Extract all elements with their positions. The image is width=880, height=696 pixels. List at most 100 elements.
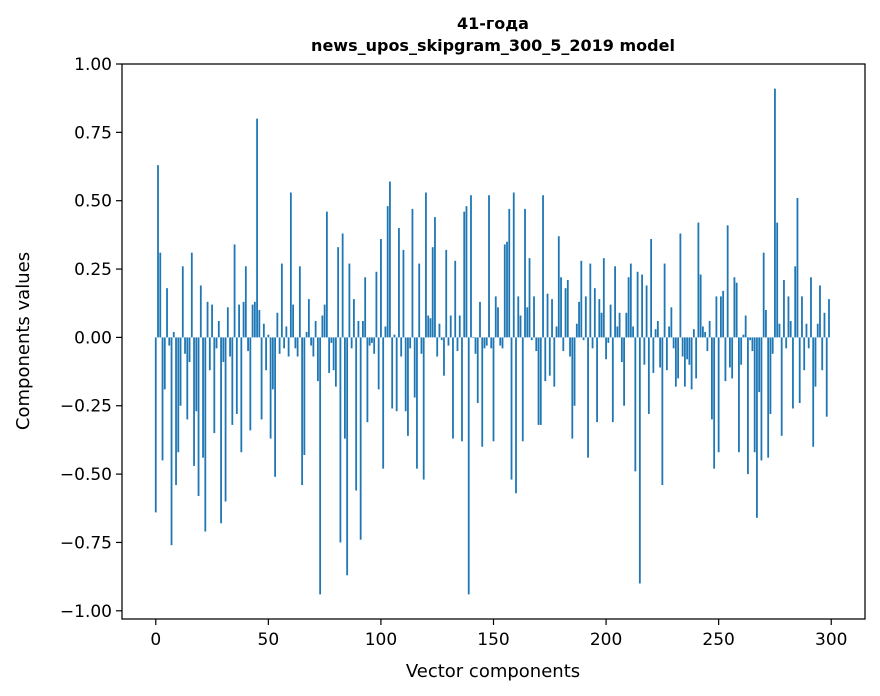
bar (593, 288, 596, 338)
bar (769, 337, 772, 414)
bar (530, 337, 533, 341)
bar (548, 337, 551, 376)
bar (780, 337, 783, 436)
bar (616, 326, 619, 338)
bar (285, 326, 288, 338)
bar (163, 337, 166, 390)
bar (461, 337, 463, 442)
bar (404, 337, 407, 412)
bar (258, 310, 261, 338)
bar (422, 337, 425, 480)
bar (749, 337, 752, 341)
bar (280, 263, 283, 338)
bar (350, 337, 353, 349)
x-tick-label: 0 (150, 630, 161, 650)
bar (393, 334, 396, 338)
bar (625, 312, 628, 338)
bar (386, 206, 389, 338)
bar (663, 263, 666, 338)
bar (413, 337, 416, 398)
bar (679, 233, 682, 338)
bar (697, 222, 700, 338)
bar (665, 337, 668, 371)
bar (400, 337, 403, 357)
bar (296, 337, 299, 357)
bar (485, 337, 488, 346)
bar (195, 337, 198, 412)
bar (650, 238, 653, 338)
bar (341, 233, 344, 338)
bar (307, 299, 310, 338)
bar (492, 337, 495, 442)
bar (168, 337, 171, 346)
bar (562, 337, 565, 352)
bar (825, 337, 828, 417)
bar (244, 266, 247, 338)
bar (499, 337, 502, 346)
bar (305, 331, 308, 338)
y-axis-ticks: 1.00 0.75 0.50 0.25 0.00 −0.25 −0.50 −0.75 −1.00 (60, 55, 122, 622)
bar (643, 337, 646, 365)
bar (557, 236, 560, 338)
bar (470, 195, 472, 338)
bar (440, 337, 443, 341)
bar (659, 337, 662, 368)
bar (314, 321, 317, 338)
bar (325, 211, 328, 338)
bar (355, 337, 358, 491)
bar (731, 337, 734, 379)
bar (805, 323, 808, 338)
bar (810, 277, 812, 338)
bar (443, 337, 445, 376)
bar (828, 299, 830, 338)
bar (535, 337, 538, 352)
bar (584, 296, 587, 338)
bar (524, 208, 526, 338)
bar (645, 285, 648, 338)
bar (814, 337, 817, 387)
chart-title: 41-года (457, 14, 529, 33)
bar (701, 326, 704, 338)
bar (454, 260, 457, 338)
bar (398, 228, 400, 338)
bar (729, 337, 731, 368)
x-tick-label: 150 (477, 630, 509, 650)
bar (249, 337, 252, 431)
bar (546, 293, 549, 338)
bar (220, 337, 222, 524)
x-tick-label: 300 (815, 630, 847, 650)
bar (713, 337, 716, 469)
bar (609, 304, 612, 338)
bar (438, 323, 441, 338)
bar (758, 337, 761, 393)
bar (672, 337, 675, 349)
bar (580, 260, 583, 338)
bar (179, 337, 182, 406)
bar (235, 337, 238, 414)
bar (533, 296, 535, 338)
bar (627, 277, 630, 338)
bar (490, 337, 493, 349)
bar (501, 337, 504, 349)
bar (206, 301, 209, 338)
bar (575, 323, 578, 338)
bar (226, 307, 229, 338)
bar (647, 337, 650, 414)
bar (357, 321, 360, 338)
bar (368, 337, 371, 346)
bar (771, 337, 774, 354)
bar (186, 337, 189, 420)
bar (636, 271, 639, 338)
bar (181, 266, 184, 338)
bar (330, 337, 333, 343)
bar (623, 337, 625, 406)
bar (747, 337, 749, 475)
bar (796, 197, 799, 338)
bar (377, 337, 380, 390)
bar (265, 337, 267, 371)
bar (598, 299, 601, 338)
bar (411, 208, 414, 338)
x-tick-label: 50 (258, 630, 280, 650)
bar (686, 337, 689, 360)
bar (760, 337, 763, 461)
